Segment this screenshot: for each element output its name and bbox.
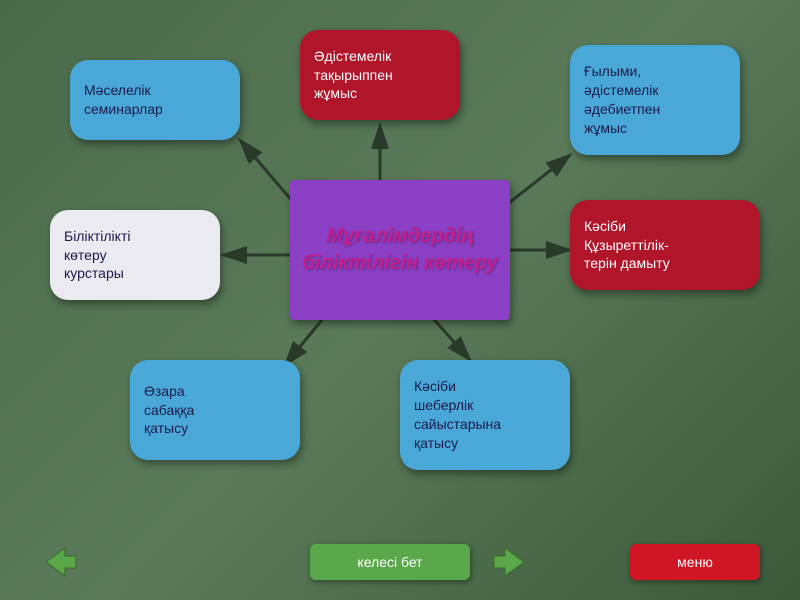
node-label: Өзара сабаққа қатысу [144, 382, 194, 439]
node-n4: Біліктілікті көтеру курстары [50, 210, 220, 300]
center-text: Мұғалімдердің біліктілігін көтеру [300, 223, 500, 277]
node-label: Біліктілікті көтеру курстары [64, 227, 130, 284]
node-label: Кәсіби Құзыреттілік- терін дамыту [584, 217, 670, 274]
prev-arrow-button[interactable] [40, 544, 80, 580]
next-page-button[interactable]: келесі бет [310, 544, 470, 580]
node-label: Әдістемелік тақырыппен жұмыс [314, 47, 393, 104]
forward-arrow-button[interactable] [490, 544, 530, 580]
menu-label: меню [677, 554, 713, 570]
center-node: Мұғалімдердің біліктілігін көтеру [290, 180, 510, 320]
arrow-n3 [500, 155, 570, 210]
arrow-n7 [430, 315, 470, 360]
node-n1: Мәселелік семинарлар [70, 60, 240, 140]
next-page-label: келесі бет [357, 554, 422, 570]
node-n3: Ғылыми, әдістемелік әдебиетпен жұмыс [570, 45, 740, 155]
node-n7: Кәсіби шеберлік сайыстарына қатысу [400, 360, 570, 470]
node-label: Ғылыми, әдістемелік әдебиетпен жұмыс [584, 62, 660, 138]
node-n2: Әдістемелік тақырыппен жұмыс [300, 30, 460, 120]
node-n5: Кәсіби Құзыреттілік- терін дамыту [570, 200, 760, 290]
node-label: Кәсіби шеберлік сайыстарына қатысу [414, 377, 501, 453]
node-n6: Өзара сабаққа қатысу [130, 360, 300, 460]
menu-button[interactable]: меню [630, 544, 760, 580]
node-label: Мәселелік семинарлар [84, 81, 163, 119]
